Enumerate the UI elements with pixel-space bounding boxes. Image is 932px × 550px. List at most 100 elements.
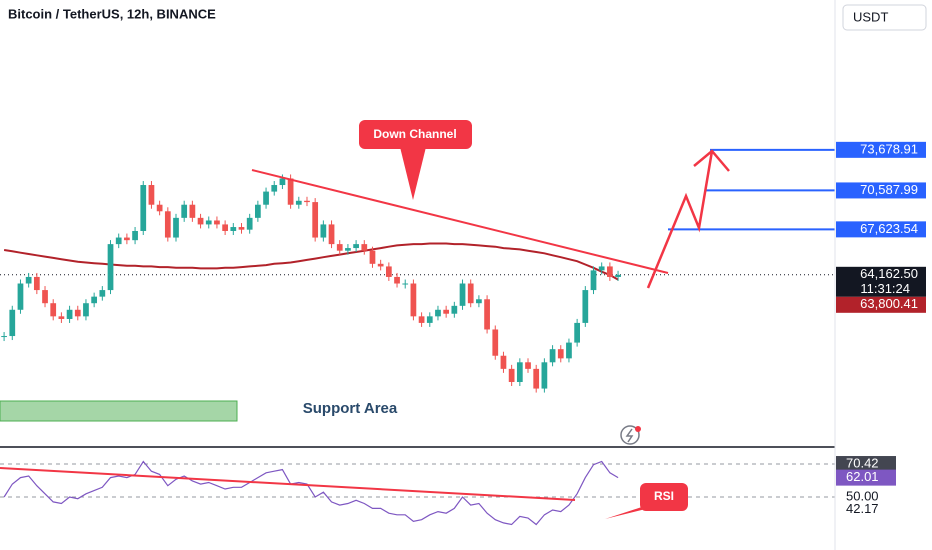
candle	[197, 217, 204, 225]
candle	[541, 362, 548, 389]
candle	[345, 248, 351, 251]
candle	[74, 309, 81, 317]
candle	[336, 244, 343, 251]
candle	[467, 283, 474, 304]
candle	[25, 276, 32, 284]
candle	[590, 270, 597, 291]
rsi-tag	[836, 489, 896, 506]
candle	[435, 309, 441, 317]
candle	[83, 303, 89, 317]
axis-layer: 73,678.91 70,587.99 67,623.54 64,162.5011:3…	[836, 141, 926, 518]
candle	[369, 250, 376, 264]
candle	[255, 204, 261, 218]
projection-arrow	[646, 149, 730, 289]
rsi-tag-label: 70.42	[846, 455, 879, 470]
chart-title: Bitcoin / TetherUS, 12h, BINANCE	[8, 6, 216, 21]
candle	[58, 316, 65, 319]
candle	[1, 336, 7, 338]
currency-button[interactable]	[842, 4, 927, 31]
candle	[124, 237, 130, 241]
price-tag	[836, 182, 926, 199]
price-tag	[836, 296, 926, 313]
price-tag-label: 70,587.99	[860, 182, 918, 197]
candle	[353, 244, 359, 249]
rsi-tag	[836, 469, 896, 486]
candle	[107, 244, 114, 291]
candle	[91, 296, 98, 304]
price-tag	[836, 266, 926, 297]
candle	[99, 290, 106, 297]
candle	[451, 305, 458, 314]
candle	[33, 276, 40, 291]
candle	[148, 185, 155, 205]
support-label: Support Area	[303, 400, 398, 417]
candle	[598, 266, 605, 271]
candle	[205, 220, 212, 225]
rsi-tag-label: 62.01	[846, 469, 879, 484]
candle	[320, 224, 327, 238]
price-tag-label: 67,623.54	[860, 221, 918, 236]
candle	[418, 316, 425, 323]
candle	[549, 349, 556, 363]
candle	[566, 342, 572, 359]
callout-box	[359, 120, 472, 149]
candle	[17, 283, 24, 310]
candle	[410, 283, 417, 317]
candle	[295, 200, 302, 205]
callout-text: RSI	[654, 489, 674, 503]
candle	[214, 220, 220, 225]
candle	[132, 230, 138, 241]
rsi-tag-label: 50.00	[846, 488, 879, 503]
candle	[140, 185, 147, 231]
candle	[238, 227, 245, 230]
candle	[279, 178, 286, 186]
alert-dot	[635, 426, 641, 432]
candle	[615, 274, 621, 277]
candle	[271, 185, 278, 192]
candle	[484, 299, 490, 330]
candle	[459, 283, 466, 306]
candle	[385, 266, 392, 277]
candle	[304, 200, 310, 203]
candle	[156, 204, 163, 212]
candle	[500, 355, 507, 369]
rsi-trendline	[0, 467, 576, 501]
candle	[394, 276, 400, 284]
callout-text: Down Channel	[373, 127, 456, 141]
down-trendline	[251, 169, 669, 274]
candle	[9, 309, 16, 337]
callout-box	[640, 483, 688, 511]
candle	[607, 266, 613, 277]
alert-icon[interactable]	[620, 425, 640, 445]
candle	[164, 211, 171, 238]
candle	[402, 283, 409, 285]
price-tag	[836, 141, 926, 158]
candle	[582, 290, 589, 323]
candle	[492, 329, 499, 356]
candle	[557, 349, 564, 359]
candle	[173, 217, 179, 238]
candle	[426, 316, 433, 323]
candle	[263, 191, 269, 205]
price-tag	[836, 221, 926, 238]
moving-average	[3, 242, 619, 281]
candle	[328, 224, 335, 245]
price-tag-label: 63,800.41	[860, 296, 918, 311]
candle	[443, 309, 450, 314]
candle	[508, 368, 515, 382]
support-zone	[0, 400, 238, 422]
candle	[533, 368, 540, 389]
candle	[115, 237, 122, 245]
callout-pointer	[400, 147, 426, 200]
alert-icon-bolt	[625, 428, 634, 443]
candle	[574, 322, 580, 343]
candle	[525, 362, 531, 369]
countdown: 11:31:24	[860, 281, 910, 296]
candle	[516, 362, 523, 382]
candle	[189, 204, 196, 218]
candle	[230, 227, 237, 231]
candle	[361, 244, 368, 251]
rsi-tag	[836, 456, 896, 473]
price-tag-label: 64,162.50	[860, 266, 918, 281]
